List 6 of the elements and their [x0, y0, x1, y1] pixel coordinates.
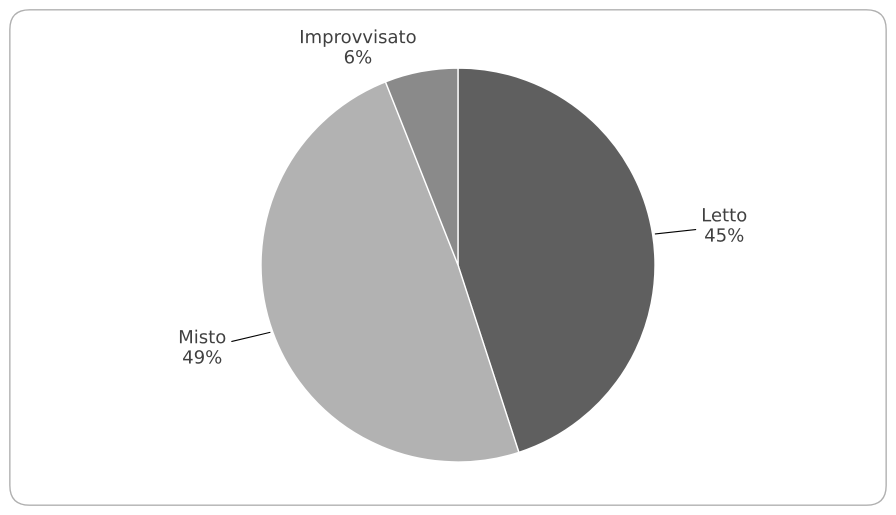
data-label: 45% — [705, 228, 744, 242]
data-label: 6% — [344, 50, 372, 64]
slice-label: Misto — [180, 330, 226, 344]
slice-label: Improvvisato — [301, 29, 416, 47]
slice-label: Letto — [702, 208, 746, 222]
data-label: 49% — [183, 350, 222, 364]
